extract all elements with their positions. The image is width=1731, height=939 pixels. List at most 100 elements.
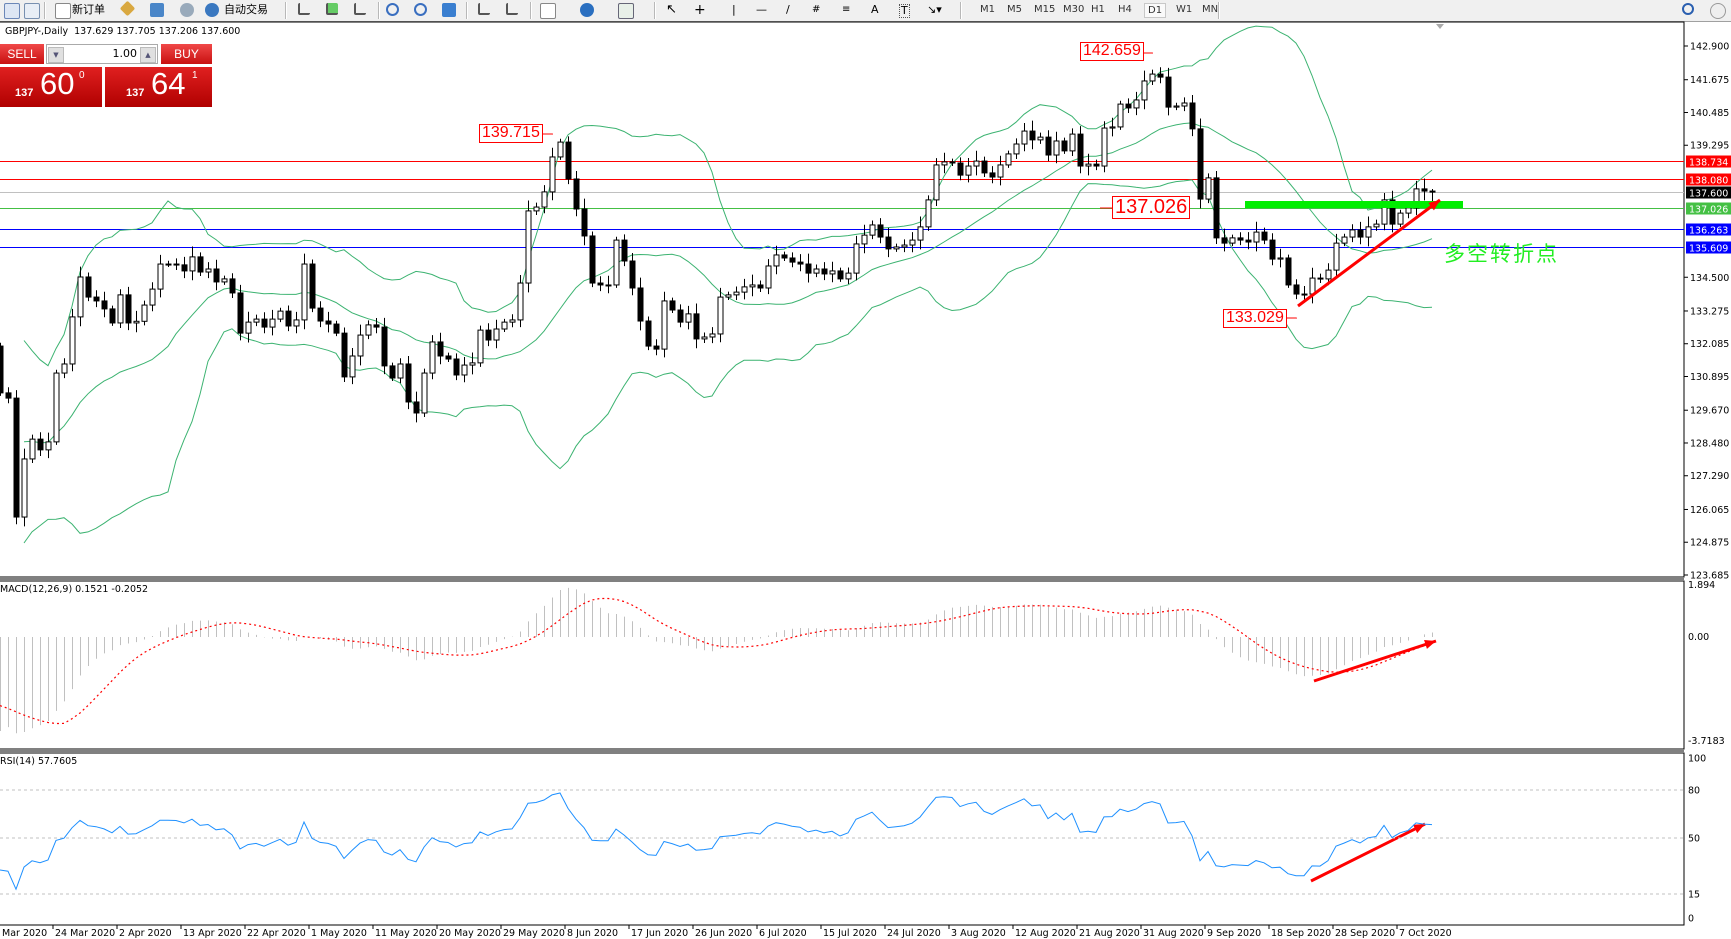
candle-bearish <box>381 326 388 367</box>
market-icon[interactable] <box>150 3 164 17</box>
cursor-icon[interactable]: ↖ <box>666 2 677 17</box>
candle-bullish <box>1253 231 1260 243</box>
templates-icon[interactable] <box>618 3 634 19</box>
text-tool-button[interactable]: A <box>871 3 879 16</box>
candlestick-icon[interactable] <box>326 3 338 15</box>
time-axis-label: Mar 2020 <box>2 928 47 939</box>
price-axis-label: 129.670 <box>1690 406 1729 417</box>
candle-bullish <box>245 321 252 334</box>
candle-bearish <box>1237 237 1244 241</box>
autoscroll-icon[interactable] <box>478 3 490 15</box>
candle-bearish <box>405 363 412 403</box>
text-label-tool-button[interactable]: T <box>899 4 910 18</box>
lot-size-input[interactable]: 1.00 <box>112 47 138 60</box>
buy-button[interactable]: BUY <box>161 44 212 64</box>
candle-bullish <box>869 224 876 236</box>
candle-bullish <box>1037 136 1044 141</box>
timeframe-d1-button[interactable]: D1 <box>1144 3 1167 18</box>
tile-windows-icon[interactable] <box>442 3 456 17</box>
candle-bullish <box>829 270 836 275</box>
timeframe-h4-button[interactable]: H4 <box>1118 4 1132 15</box>
fibonacci-icon[interactable]: ≡ <box>842 4 851 15</box>
channel-icon[interactable]: # <box>812 4 821 15</box>
timeframe-w1-button[interactable]: W1 <box>1176 4 1193 15</box>
chart-icon[interactable] <box>4 3 20 19</box>
candle-bearish <box>637 287 644 322</box>
sell-price[interactable]: 137 60 0 <box>0 66 102 107</box>
zoom-in-icon[interactable] <box>386 3 399 16</box>
line-chart-icon[interactable] <box>354 3 366 15</box>
chart-header: GBPJPY-,Daily 137.629 137.705 137.206 13… <box>5 26 240 37</box>
candle-bearish <box>1261 231 1268 241</box>
candle-bearish <box>877 224 884 238</box>
autotrade-button[interactable]: 自动交易 <box>224 3 268 16</box>
annotation-high-label[interactable]: 139.715 <box>479 124 543 143</box>
reversal-point-note[interactable]: 多空转折点 <box>1444 242 1559 266</box>
search-icon[interactable] <box>1682 3 1694 15</box>
timeframe-h1-button[interactable]: H1 <box>1091 4 1105 15</box>
periods-clock-icon[interactable] <box>580 3 594 17</box>
candle-bullish <box>973 160 980 167</box>
level-price-label: 135.609 <box>1689 244 1728 255</box>
candle-bearish <box>85 276 92 298</box>
candle-bullish <box>429 341 436 374</box>
candle-bullish <box>709 333 716 338</box>
candle-bearish <box>173 263 180 266</box>
vertical-line-icon[interactable]: | <box>732 3 736 16</box>
horizontal-line-icon[interactable]: — <box>756 3 767 16</box>
arrows-tool-icon[interactable]: ↘▾ <box>927 3 942 16</box>
trendline-icon[interactable]: / <box>786 3 790 16</box>
time-axis-label: 8 Jun 2020 <box>567 928 618 939</box>
signals-icon[interactable] <box>180 3 194 17</box>
timeframe-m1-button[interactable]: M1 <box>980 4 995 15</box>
candle-bullish <box>925 199 932 228</box>
zoom-chart-icon[interactable] <box>24 3 40 19</box>
chat-icon[interactable] <box>1710 3 1726 19</box>
buy-price[interactable]: 137 64 1 <box>105 66 212 107</box>
zoom-out-icon[interactable] <box>414 3 427 16</box>
crosshair-icon[interactable]: + <box>694 2 706 18</box>
arrow-head <box>1424 640 1436 649</box>
lot-size-stepper[interactable]: ▼ 1.00 ▲ <box>46 44 158 64</box>
candle-bearish <box>437 341 444 357</box>
candle-bullish <box>1397 212 1404 225</box>
arrow-shaft <box>1310 822 1426 883</box>
main-pane-frame <box>0 21 1685 578</box>
new-order-icon[interactable] <box>55 3 71 19</box>
lot-decrease-button[interactable]: ▼ <box>48 47 64 63</box>
sell-button[interactable]: SELL <box>0 44 44 64</box>
annotation-level-label[interactable]: 137.026 <box>1112 196 1191 219</box>
candle-bullish <box>133 320 140 324</box>
chart-shift-icon[interactable] <box>506 3 518 15</box>
candle-bearish <box>389 365 396 379</box>
candle-bullish <box>421 372 428 414</box>
autotrade-icon[interactable] <box>205 3 219 17</box>
price-axis-label: 127.290 <box>1690 471 1729 482</box>
candle-bearish <box>1045 136 1052 156</box>
time-axis-label: 18 Sep 2020 <box>1271 928 1331 939</box>
timeframe-mn-button[interactable]: MN <box>1202 4 1219 15</box>
candle-bullish <box>749 284 756 288</box>
candle-bullish <box>1085 163 1092 167</box>
timeframe-m15-button[interactable]: M15 <box>1034 4 1056 15</box>
candle-bullish <box>853 243 860 274</box>
buy-price-big: 64 <box>151 66 186 101</box>
time-axis-label: 2 Apr 2020 <box>119 928 172 939</box>
candle-bearish <box>5 392 12 399</box>
annotation-low-label[interactable]: 133.029 <box>1223 309 1287 328</box>
annotation-high-label[interactable]: 142.659 <box>1080 42 1144 61</box>
candle-bullish <box>29 438 36 460</box>
sell-price-prefix: 137 <box>15 87 34 99</box>
candle-bullish <box>605 284 612 287</box>
candle-bullish <box>397 363 404 379</box>
lot-increase-button[interactable]: ▲ <box>140 47 156 63</box>
candle-bearish <box>237 292 244 334</box>
candle-bullish <box>533 206 540 212</box>
new-order-button[interactable]: 新订单 <box>72 3 105 16</box>
timeframe-m30-button[interactable]: M30 <box>1063 4 1085 15</box>
indicators-icon[interactable] <box>540 3 556 19</box>
bar-chart-icon[interactable] <box>298 3 310 15</box>
candle-bearish <box>229 278 236 294</box>
timeframe-m5-button[interactable]: M5 <box>1007 4 1022 15</box>
